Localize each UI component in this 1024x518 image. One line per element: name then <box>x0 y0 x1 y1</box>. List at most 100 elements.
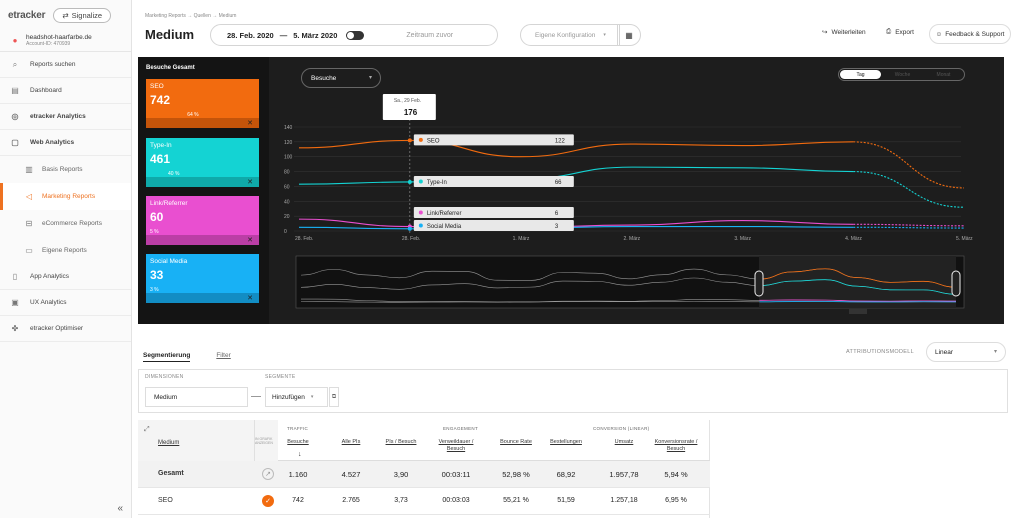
ux-icon: ▣ <box>11 298 19 307</box>
y-tick-label: 20 <box>284 214 290 220</box>
close-icon[interactable]: ✕ <box>247 237 253 244</box>
dimension-header[interactable]: Medium <box>158 440 180 446</box>
granularity-tag[interactable]: Tag <box>840 70 881 79</box>
compare-label: Zeitraum zuvor <box>406 31 454 39</box>
series-line-projected <box>853 223 965 227</box>
forward-button[interactable]: ↪ Weiterleiten <box>822 28 866 37</box>
sidebar-item-web-analytics[interactable]: ▢ Web Analytics <box>0 130 131 156</box>
date-to[interactable]: 5. März 2020 <box>293 30 338 40</box>
column-header-0[interactable]: Besuche <box>287 439 309 445</box>
segments-label: SEGMENTE <box>265 374 296 380</box>
dimension-box: DIMENSIONEN SEGMENTE Medium Hinzufügen ▾… <box>138 369 1008 413</box>
table-row[interactable]: Gesamt ↗ 1.160 4.527 3,90 00:03:11 52,98 % 68,9… <box>138 461 710 488</box>
sidebar-item-marketing-reports[interactable]: ◁ Marketing Reports <box>0 183 131 210</box>
sidebar-item-reports-suchen[interactable]: ⌕ Reports suchen <box>0 52 131 78</box>
sidebar-item-etracker-analytics[interactable]: ◎ etracker Analytics <box>0 104 131 130</box>
collapse-sidebar-button[interactable]: « <box>117 503 123 514</box>
cell-6: 1.257,18 <box>610 497 638 504</box>
range-handle-left[interactable] <box>754 270 764 297</box>
sidebar-item-ecommerce-reports[interactable]: ⊟ eCommerce Reports <box>0 210 131 237</box>
feedback-label: Feedback & Support <box>945 30 1005 38</box>
attribution-select[interactable]: Linear ▾ <box>926 342 1006 362</box>
column-header-6[interactable]: Umsatz <box>614 439 634 445</box>
account-switcher[interactable]: ● headshot-haarfarbe.de Account-ID: 4709… <box>0 30 131 52</box>
config-select[interactable]: Eigene Konfiguration ▾ <box>520 24 620 46</box>
expand-icon[interactable]: ⤢ <box>144 426 150 433</box>
show-in-chart-header: IN GRAFIK ANZEIGEN <box>254 420 278 461</box>
sidebar-item-basis-reports[interactable]: ▥ Basis Reports <box>0 156 131 183</box>
trend-icon[interactable]: ↗ <box>262 468 274 480</box>
granularity-switch[interactable]: Tag Woche Monat <box>838 68 965 81</box>
granularity-monat[interactable]: Monat <box>936 71 951 78</box>
table-header: ⤢ Medium IN GRAFIK ANZEIGEN TRAFFIC ENGA… <box>138 420 710 461</box>
metric-select[interactable]: Besuche ▾ <box>301 68 381 88</box>
compare-toggle[interactable] <box>346 30 365 40</box>
sidebar-item-ux-analytics[interactable]: ▣ UX Analytics <box>0 290 131 316</box>
sidebar-item-eigene-reports[interactable]: ▭ Eigene Reports <box>0 237 131 264</box>
feedback-button[interactable]: ☺ Feedback & Support <box>929 24 1011 44</box>
attribution-value: Linear <box>935 348 954 356</box>
close-icon[interactable]: ✕ <box>247 295 253 302</box>
column-header-7[interactable]: Konversionsrate / Besuch <box>654 439 698 452</box>
cart-icon: ⊟ <box>25 219 33 228</box>
metric-card-social-media[interactable]: Social Media 33 3 % ✕ <box>146 254 259 303</box>
signalize-button[interactable]: ⇄ Signalize <box>53 7 112 23</box>
tab-filter[interactable]: Filter <box>216 352 231 359</box>
scroll-grip[interactable] <box>849 309 867 314</box>
date-from[interactable]: 28. Feb. 2020 <box>227 30 274 40</box>
attribution-label: ATTRIBUTIONSMODELL <box>846 349 914 355</box>
etracker-logo[interactable]: etracker <box>8 9 46 21</box>
date-range-picker[interactable]: 28. Feb. 2020 — 5. März 2020 Zeitraum zu… <box>210 24 498 46</box>
series-point[interactable] <box>407 179 412 184</box>
group-conversion: CONVERSION (LINEAR) <box>593 426 650 431</box>
series-value: 3 <box>555 224 559 230</box>
card-name: SEO <box>150 83 164 90</box>
tab-segmentation[interactable]: Segmentierung <box>143 352 191 362</box>
table-row[interactable]: SEO ✓ 742 2.765 3,73 00:03:03 55,21 % 51,59 1.25… <box>138 488 710 515</box>
y-tick-label: 0 <box>284 229 287 235</box>
checkmark-icon[interactable]: ✓ <box>262 495 274 507</box>
sidebar-item-dashboard[interactable]: ▤ Dashboard <box>0 78 131 104</box>
column-header-5[interactable]: Bestellungen <box>550 439 582 445</box>
sidebar-item-etracker-optimiser[interactable]: ✤ etracker Optimiser <box>0 316 131 342</box>
add-segment-select[interactable]: Hinzufügen ▾ <box>265 387 328 407</box>
sidebar-item-label: Reports suchen <box>30 61 76 68</box>
sidebar-item-label: Dashboard <box>30 87 62 94</box>
calendar-button[interactable]: ▦ <box>617 24 641 46</box>
segment-tabs: Segmentierung Filter <box>143 352 231 362</box>
metric-card-seo[interactable]: SEO 742 64 % ✕ <box>146 79 259 128</box>
column-header-1[interactable]: Alle PIs <box>341 439 361 445</box>
series-point[interactable] <box>407 226 412 231</box>
overview-selection[interactable] <box>759 256 956 308</box>
series-point[interactable] <box>407 138 412 143</box>
report-icon: ▭ <box>25 246 33 255</box>
series-line-type-in <box>298 166 854 185</box>
cell-5: 51,59 <box>557 497 575 504</box>
range-handle-right[interactable] <box>951 270 961 297</box>
overview-line-selected <box>759 279 957 295</box>
date-separator: — <box>279 30 288 40</box>
column-header-2[interactable]: PIs / Besuch <box>385 439 417 445</box>
card-footer: ✕ <box>146 235 259 245</box>
sort-desc-icon[interactable]: ↓ <box>298 451 302 458</box>
export-button[interactable]: ⎙ Export <box>886 28 914 36</box>
row-name: Gesamt <box>158 470 184 477</box>
close-icon[interactable]: ✕ <box>247 179 253 186</box>
breadcrumb[interactable]: Marketing Reports → Quellen → Medium <box>145 13 237 19</box>
sidebar-item-app-analytics[interactable]: ▯ App Analytics <box>0 264 131 290</box>
sidebar-item-label: Eigene Reports <box>42 247 87 254</box>
row-name: SEO <box>158 497 173 504</box>
metric-card-link-referrer[interactable]: Link/Referrer 60 5 % ✕ <box>146 196 259 245</box>
column-header-3[interactable]: Verweildauer / Besuch <box>438 439 474 452</box>
granularity-woche[interactable]: Woche <box>894 71 911 78</box>
close-icon[interactable]: ✕ <box>247 120 253 127</box>
column-header-4[interactable]: Bounce Rate <box>500 439 532 445</box>
card-value: 60 <box>150 210 164 224</box>
sidebar-item-label: eCommerce Reports <box>42 220 102 227</box>
open-segment-button[interactable]: ⧉ <box>329 387 339 407</box>
metric-card-type-in[interactable]: Type-In 461 40 % ✕ <box>146 138 259 187</box>
series-name: Type-In <box>427 180 447 186</box>
series-line-seo <box>298 139 854 158</box>
line-chart[interactable]: 0 20 40 60 80 100 120 140 28. Feb. 28. Feb. 1. Mär… <box>269 57 1004 324</box>
dimension-field[interactable]: Medium <box>145 387 248 407</box>
